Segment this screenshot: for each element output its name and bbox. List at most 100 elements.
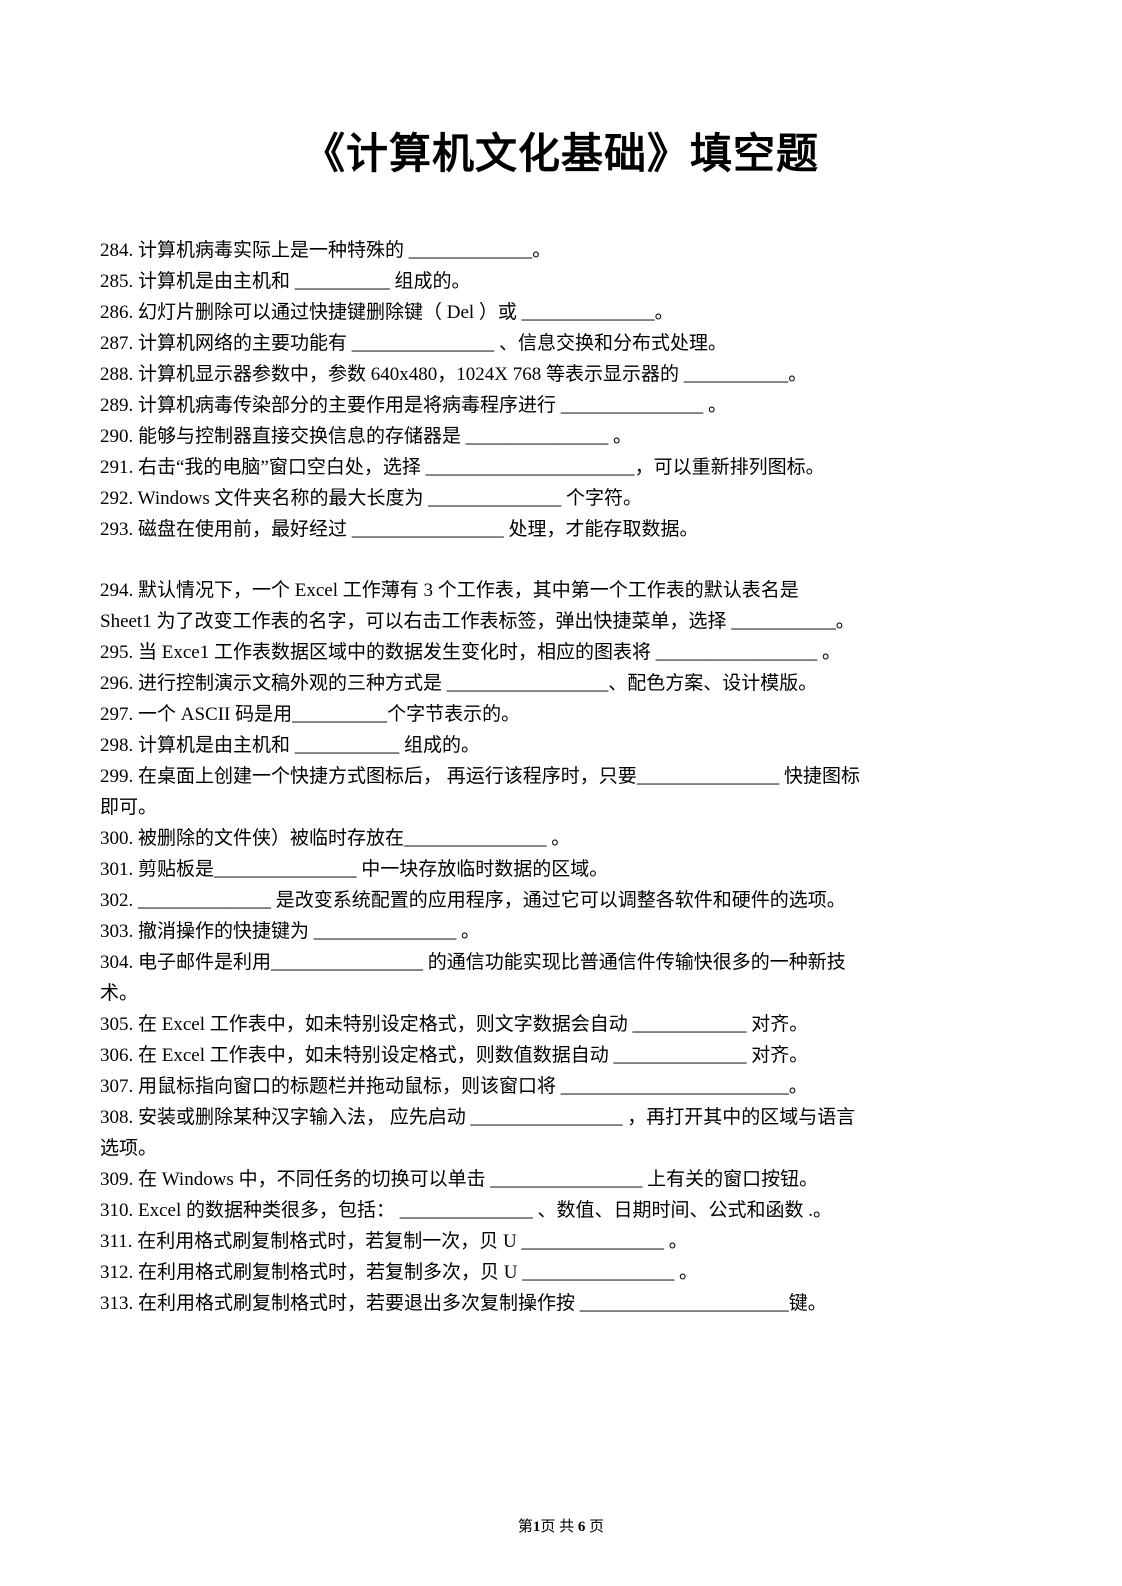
question-item: 289. 计算机病毒传染部分的主要作用是将病毒程序进行 ____________… <box>100 391 1022 421</box>
question-text: 在利用格式刷复制格式时，若复制一次，贝 U _______________ 。 <box>137 1231 687 1252</box>
question-text: 安装或删除某种汉字输入法， 应先启动 ________________ ，再打开… <box>138 1107 855 1128</box>
question-item: 310. Excel 的数据种类很多，包括： ______________ 、数… <box>100 1196 1022 1226</box>
question-number: 284. <box>100 240 138 261</box>
question-item: 即可。 <box>100 793 1022 823</box>
question-number: 297. <box>100 704 138 725</box>
question-number: 310. <box>100 1200 138 1221</box>
question-item: 309. 在 Windows 中，不同任务的切换可以单击 ___________… <box>100 1165 1022 1195</box>
question-text: 电子邮件是利用________________ 的通信功能实现比普通信件传输快很… <box>138 952 846 973</box>
question-text: 选项。 <box>100 1138 157 1159</box>
question-item: 287. 计算机网络的主要功能有 _______________ 、信息交换和分… <box>100 329 1022 359</box>
question-item: 305. 在 Excel 工作表中，如未特别设定格式，则文字数据会自动 ____… <box>100 1010 1022 1040</box>
question-text: 在 Excel 工作表中，如未特别设定格式，则数值数据自动 __________… <box>138 1045 808 1066</box>
page-footer: 第1页 共 6 页 <box>0 1515 1122 1536</box>
footer-middle: 页 共 <box>540 1519 578 1535</box>
question-item: 285. 计算机是由主机和 __________ 组成的。 <box>100 267 1022 297</box>
question-text: 术。 <box>100 983 138 1004</box>
question-text: 幻灯片删除可以通过快捷键删除键（ Del ）或 ______________。 <box>138 302 674 323</box>
question-item: 308. 安装或删除某种汉字输入法， 应先启动 ________________… <box>100 1103 1022 1133</box>
question-text: 计算机病毒传染部分的主要作用是将病毒程序进行 _______________ 。 <box>138 395 727 416</box>
question-number: 300. <box>100 828 138 849</box>
question-number: 298. <box>100 735 138 756</box>
question-item: 307. 用鼠标指向窗口的标题栏并拖动鼠标，则该窗口将 ____________… <box>100 1072 1022 1102</box>
question-item: 284. 计算机病毒实际上是一种特殊的 _____________。 <box>100 236 1022 266</box>
question-number: 289. <box>100 395 138 416</box>
question-item: 312. 在利用格式刷复制格式时，若复制多次，贝 U _____________… <box>100 1258 1022 1288</box>
question-item: 294. 默认情况下，一个 Excel 工作薄有 3 个工作表，其中第一个工作表… <box>100 576 1022 606</box>
question-number: 311. <box>100 1231 137 1252</box>
question-text: 默认情况下，一个 Excel 工作薄有 3 个工作表，其中第一个工作表的默认表名… <box>138 580 799 601</box>
question-number: 309. <box>100 1169 138 1190</box>
question-number: 288. <box>100 364 138 385</box>
question-text: 能够与控制器直接交换信息的存储器是 _______________ 。 <box>138 426 632 447</box>
question-text: 剪贴板是_______________ 中一块存放临时数据的区域。 <box>138 859 608 880</box>
question-number: 291. <box>100 457 138 478</box>
question-item: 300. 被删除的文件侠）被临时存放在_______________ 。 <box>100 824 1022 854</box>
question-text: 计算机病毒实际上是一种特殊的 _____________。 <box>138 240 551 261</box>
question-number: 287. <box>100 333 138 354</box>
question-text: Excel 的数据种类很多，包括： ______________ 、数值、日期时… <box>138 1200 832 1221</box>
question-number: 313. <box>100 1293 138 1314</box>
question-number: 292. <box>100 488 138 509</box>
question-item: 304. 电子邮件是利用________________ 的通信功能实现比普通信… <box>100 948 1022 978</box>
question-text: 被删除的文件侠）被临时存放在_______________ 。 <box>138 828 570 849</box>
question-item: Sheet1 为了改变工作表的名字，可以右击工作表标签，弹出快捷菜单，选择 __… <box>100 607 1022 637</box>
question-item: 299. 在桌面上创建一个快捷方式图标后， 再运行该程序时，只要________… <box>100 762 1022 792</box>
question-text: 计算机网络的主要功能有 _______________ 、信息交换和分布式处理。 <box>138 333 727 354</box>
question-item: 296. 进行控制演示文稿外观的三种方式是 _________________、… <box>100 669 1022 699</box>
question-item: 288. 计算机显示器参数中，参数 640x480，1024X 768 等表示显… <box>100 360 1022 390</box>
question-item: 286. 幻灯片删除可以通过快捷键删除键（ Del ）或 ___________… <box>100 298 1022 328</box>
question-item: 298. 计算机是由主机和 ___________ 组成的。 <box>100 731 1022 761</box>
question-item: 选项。 <box>100 1134 1022 1164</box>
question-text: 计算机是由主机和 __________ 组成的。 <box>138 271 471 292</box>
question-number: 306. <box>100 1045 138 1066</box>
question-number: 285. <box>100 271 138 292</box>
question-text: 在利用格式刷复制格式时，若要退出多次复制操作按 ________________… <box>138 1293 827 1314</box>
question-text: 进行控制演示文稿外观的三种方式是 _________________、配色方案、… <box>138 673 817 694</box>
question-text: 撤消操作的快捷键为 _______________ 。 <box>138 921 480 942</box>
question-number: 295. <box>100 642 138 663</box>
question-number: 301. <box>100 859 138 880</box>
question-text: 在利用格式刷复制格式时，若复制多次，贝 U ________________ 。 <box>138 1262 698 1283</box>
question-text: 在桌面上创建一个快捷方式图标后， 再运行该程序时，只要_____________… <box>138 766 860 787</box>
question-item: 306. 在 Excel 工作表中，如未特别设定格式，则数值数据自动 _____… <box>100 1041 1022 1071</box>
question-number: 296. <box>100 673 138 694</box>
question-number: 290. <box>100 426 138 447</box>
question-text: Sheet1 为了改变工作表的名字，可以右击工作表标签，弹出快捷菜单，选择 __… <box>100 611 855 632</box>
spacer <box>100 546 1022 576</box>
question-item: 291. 右击“我的电脑”窗口空白处，选择 __________________… <box>100 453 1022 483</box>
question-number: 308. <box>100 1107 138 1128</box>
question-text: 计算机是由主机和 ___________ 组成的。 <box>138 735 480 756</box>
question-item: 297. 一个 ASCII 码是用__________个字节表示的。 <box>100 700 1022 730</box>
document-title: 《计算机文化基础》填空题 <box>100 120 1022 181</box>
question-item: 293. 磁盘在使用前，最好经过 ________________ 处理，才能存… <box>100 515 1022 545</box>
question-text: 当 Exce1 工作表数据区域中的数据发生变化时，相应的图表将 ________… <box>138 642 841 663</box>
question-text: 计算机显示器参数中，参数 640x480，1024X 768 等表示显示器的 _… <box>138 364 807 385</box>
question-item: 303. 撤消操作的快捷键为 _______________ 。 <box>100 917 1022 947</box>
question-number: 304. <box>100 952 138 973</box>
questions-list: 284. 计算机病毒实际上是一种特殊的 _____________。285. 计… <box>100 236 1022 1319</box>
question-number: 305. <box>100 1014 138 1035</box>
question-text: 在 Excel 工作表中，如未特别设定格式，则文字数据会自动 _________… <box>138 1014 808 1035</box>
question-item: 301. 剪贴板是_______________ 中一块存放临时数据的区域。 <box>100 855 1022 885</box>
question-text: 用鼠标指向窗口的标题栏并拖动鼠标，则该窗口将 _________________… <box>138 1076 808 1097</box>
question-number: 307. <box>100 1076 138 1097</box>
question-text: 即可。 <box>100 797 157 818</box>
question-text: 在 Windows 中，不同任务的切换可以单击 ________________… <box>138 1169 818 1190</box>
question-item: 292. Windows 文件夹名称的最大长度为 ______________ … <box>100 484 1022 514</box>
question-item: 311. 在利用格式刷复制格式时，若复制一次，贝 U _____________… <box>100 1227 1022 1257</box>
question-text: 磁盘在使用前，最好经过 ________________ 处理，才能存取数据。 <box>138 519 699 540</box>
question-number: 293. <box>100 519 138 540</box>
question-number: 299. <box>100 766 138 787</box>
footer-prefix: 第 <box>518 1519 533 1535</box>
question-item: 302. ______________ 是改变系统配置的应用程序，通过它可以调整… <box>100 886 1022 916</box>
question-number: 294. <box>100 580 138 601</box>
question-number: 302. <box>100 890 138 911</box>
question-item: 术。 <box>100 979 1022 1009</box>
question-number: 286. <box>100 302 138 323</box>
question-item: 313. 在利用格式刷复制格式时，若要退出多次复制操作按 ___________… <box>100 1289 1022 1319</box>
question-item: 290. 能够与控制器直接交换信息的存储器是 _______________ 。 <box>100 422 1022 452</box>
question-number: 312. <box>100 1262 138 1283</box>
question-text: 右击“我的电脑”窗口空白处，选择 ______________________，… <box>138 457 825 478</box>
question-number: 303. <box>100 921 138 942</box>
